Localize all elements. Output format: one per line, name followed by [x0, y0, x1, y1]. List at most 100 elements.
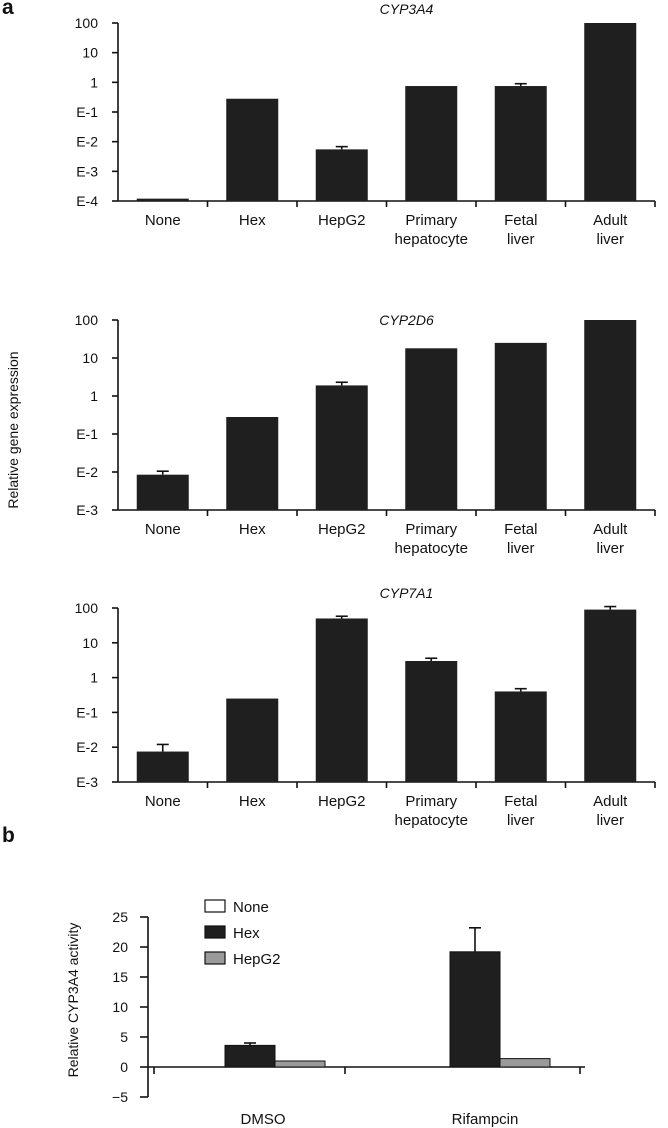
bar-adult-liver	[584, 609, 637, 782]
y-tick-label: E-2	[76, 464, 98, 480]
category-label-line: Adult	[593, 212, 628, 229]
category-label: Fetal liver	[504, 212, 537, 248]
category-label: HepG2	[318, 521, 366, 538]
bar-hepg2	[315, 149, 368, 201]
category-label-line: liver	[596, 812, 624, 829]
category-label: Hex	[239, 212, 266, 229]
category-label-line: Fetal	[504, 212, 537, 229]
y-tick-label: 100	[75, 600, 99, 616]
legend-swatch-hepg2	[204, 951, 226, 965]
y-tick-label: 20	[112, 939, 128, 955]
legend-label-hepg2: HepG2	[233, 951, 281, 968]
y-tick-label: E-3	[76, 774, 98, 790]
bar-primary-hepatocyte	[405, 660, 458, 782]
y-tick-label: 10	[82, 45, 98, 61]
category-label-line: Primary	[405, 521, 457, 538]
chart-title: CYP3A4	[380, 1, 434, 17]
y-tick-label: E-2	[76, 134, 98, 150]
bar-hepg2	[315, 385, 368, 510]
y-axis-label-a: Relative gene expression	[5, 351, 21, 508]
chart-cyp7a1: CYP7A1 E-3 E-2 E-1 1 10 100 None Hex HepG2 Primary…	[75, 585, 656, 829]
chart-cyp2d6: CYP2D6 E-3 E-2 E-1 1 10 100 None Hex HepG2 Primary…	[75, 312, 656, 557]
bar-fetal-liver	[494, 691, 547, 782]
y-tick-label: E-1	[76, 704, 98, 720]
bar-hex-dmso	[224, 1044, 276, 1068]
category-label: None	[145, 212, 181, 229]
category-label-line: hepatocyte	[395, 812, 468, 829]
category-label: None	[145, 521, 181, 538]
y-tick-label: 1	[90, 74, 98, 90]
category-label-line: Primary	[405, 793, 457, 810]
category-label: HepG2	[318, 212, 366, 229]
legend-label-none: None	[233, 899, 269, 916]
y-tick-label: E-1	[76, 104, 98, 120]
bar-adult-liver	[584, 320, 637, 510]
chart-title: CYP2D6	[379, 312, 434, 328]
category-label-line: liver	[507, 231, 535, 248]
category-label-line: Adult	[593, 521, 628, 538]
bar-hex-rifampcin	[449, 951, 501, 1068]
y-tick-label: 5	[120, 1029, 128, 1045]
category-label-line: None	[145, 793, 181, 810]
category-label: Hex	[239, 521, 266, 538]
bar-primary-hepatocyte	[405, 86, 458, 201]
y-tick-label: 0	[120, 1059, 128, 1075]
category-label: Primary hepatocyte	[395, 521, 468, 557]
category-label: None	[145, 793, 181, 810]
y-tick-label: 100	[75, 312, 99, 328]
bar-fetal-liver	[494, 342, 547, 510]
category-label-line: hepatocyte	[395, 540, 468, 557]
bar-fetal-liver	[494, 86, 547, 201]
category-label-line: HepG2	[318, 521, 366, 538]
category-label-line: hepatocyte	[395, 231, 468, 248]
y-tick-label: 1	[90, 670, 98, 686]
category-label: Rifampcin	[452, 1111, 519, 1128]
category-label: Adult liver	[593, 793, 628, 829]
y-tick-label: E-3	[76, 163, 98, 179]
category-label: DMSO	[241, 1111, 286, 1128]
bar-hepg2	[315, 618, 368, 782]
category-label: Fetal liver	[504, 793, 537, 829]
y-axis-label: Relative CYP3A4 activity	[65, 923, 81, 1078]
category-label-line: Fetal	[504, 521, 537, 538]
chart-title: CYP7A1	[380, 585, 434, 601]
bar-none	[136, 198, 189, 201]
category-label: Fetal liver	[504, 521, 537, 557]
y-tick-label: 100	[75, 15, 99, 31]
bar-adult-liver	[584, 23, 637, 201]
bar-hex	[226, 698, 279, 782]
chart-cyp3a4-activity: Relative CYP3A4 activity −5 0 5 10 15 20 25 DMSO…	[65, 899, 585, 1128]
category-label-line: liver	[507, 540, 535, 557]
category-label-line: liver	[596, 231, 624, 248]
category-label-line: Adult	[593, 793, 628, 810]
bar-hex	[226, 417, 279, 510]
category-label-line: Fetal	[504, 793, 537, 810]
category-label-line: liver	[507, 812, 535, 829]
y-tick-label: E-2	[76, 739, 98, 755]
category-label: Adult liver	[593, 521, 628, 557]
category-label-line: Hex	[239, 212, 266, 229]
legend-label-hex: Hex	[233, 925, 260, 942]
category-label: Primary hepatocyte	[395, 212, 468, 248]
category-label-line: HepG2	[318, 793, 366, 810]
y-tick-label: E-4	[76, 193, 98, 209]
category-label-line: liver	[596, 540, 624, 557]
category-label-line: HepG2	[318, 212, 366, 229]
y-tick-label: 10	[112, 999, 128, 1015]
panel-label-a: a	[2, 0, 14, 19]
category-label: Primary hepatocyte	[395, 793, 468, 829]
category-label-line: None	[145, 521, 181, 538]
y-tick-label: −5	[112, 1089, 128, 1105]
y-tick-label: 10	[82, 635, 98, 651]
y-tick-label: 25	[112, 909, 128, 925]
chart-cyp3a4: CYP3A4 E-4 E-3 E-2 E-1 1 10 100 None Hex HepG2 Prim…	[75, 1, 656, 248]
y-tick-label: E-1	[76, 426, 98, 442]
y-tick-label: E-3	[76, 502, 98, 518]
bar-hepg2-dmso	[274, 1060, 326, 1068]
category-label: Hex	[239, 793, 266, 810]
category-label-line: Primary	[405, 212, 457, 229]
category-label: Adult liver	[593, 212, 628, 248]
y-tick-label: 10	[82, 350, 98, 366]
legend-swatch-hex	[204, 925, 226, 939]
